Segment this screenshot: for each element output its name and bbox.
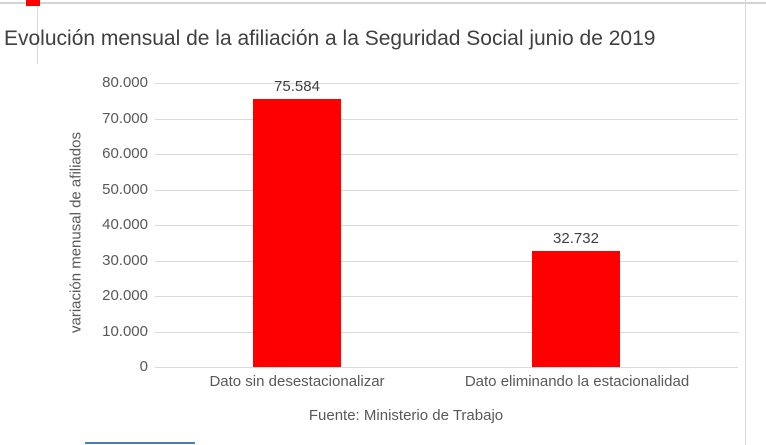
y-gridline <box>155 118 738 120</box>
y-gridline <box>155 225 738 226</box>
y-axis-title: variación menusal de afiliados <box>67 132 85 333</box>
bar-dato-eliminando-estacionalidad: 32.732 <box>532 230 620 367</box>
cell-border-vertical-left <box>37 0 38 64</box>
y-tick-label: 10.000 <box>102 322 148 340</box>
red-corner-mark <box>26 0 40 6</box>
y-tick-label: 0 <box>139 358 148 375</box>
y-gridline <box>155 154 738 155</box>
x-category-label: Dato sin desestacionalizar <box>209 373 385 390</box>
cell-border-horizontal <box>0 2 766 4</box>
y-gridline <box>155 83 738 84</box>
cell-border-vertical-right <box>745 0 746 445</box>
y-gridline <box>155 367 738 368</box>
y-tick-label: 20.000 <box>102 287 148 304</box>
y-tick-label: 80.000 <box>102 74 148 91</box>
y-gridline <box>155 189 738 191</box>
bar-rect <box>253 99 341 367</box>
chart-title: Evolución mensual de la afiliación a la … <box>4 27 656 50</box>
y-tick-label: 60.000 <box>102 145 148 162</box>
y-gridline <box>155 331 738 333</box>
y-tick-label: 40.000 <box>102 216 148 233</box>
blue-bottom-mark <box>85 442 195 444</box>
y-tick-label: 30.000 <box>102 251 148 269</box>
bar-value-label: 32.732 <box>553 230 599 247</box>
source-caption: Fuente: Ministerio de Trabajo <box>308 407 504 424</box>
y-tick-label: 70.000 <box>102 109 148 127</box>
y-gridline <box>155 296 738 297</box>
y-gridline <box>155 260 738 262</box>
bar-value-label: 75.584 <box>274 78 320 95</box>
y-tick-label: 50.000 <box>102 180 148 198</box>
bar-dato-sin-desestacionalizar: 75.584 <box>253 78 341 367</box>
x-category-label: Dato eliminando la estacionalidad <box>464 373 690 390</box>
bar-rect <box>532 251 620 367</box>
